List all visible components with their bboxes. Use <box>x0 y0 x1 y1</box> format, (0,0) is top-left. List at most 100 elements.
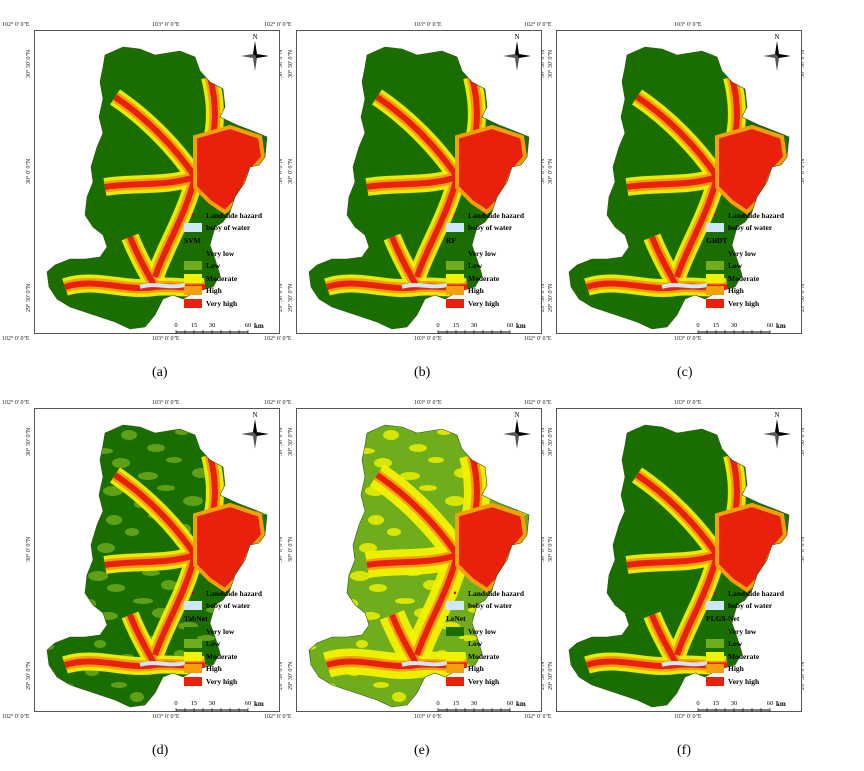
lon-label-bottom-right: 103° 0' 0"E <box>674 714 702 720</box>
scale-tick-label: 0 <box>174 322 177 329</box>
legend-class-high: High <box>446 286 484 296</box>
legend-label: High <box>728 286 744 295</box>
scale-tick-label: 30 <box>731 700 738 707</box>
lat-label-top-left: 30° 30' 0"N <box>288 427 294 456</box>
class-swatch <box>706 639 724 648</box>
legend-label: Very high <box>728 298 760 308</box>
scale-tick-label: 15 <box>713 322 720 329</box>
lon-label-bottom-left: 102° 0' 0"E <box>2 336 30 342</box>
class-swatch <box>446 273 464 283</box>
scale-unit: km <box>516 700 526 708</box>
legend-label: Very high <box>468 676 500 686</box>
class-swatch <box>446 639 464 648</box>
scale-bar: 0 15 30 60 km <box>174 320 264 340</box>
legend-label: boby of water <box>468 600 513 610</box>
panel-caption: (d) <box>152 743 169 758</box>
legend-class-moderate: Moderate <box>706 273 759 283</box>
lat-label-top-left: 30° 30' 0"N <box>548 427 554 456</box>
model-name: LeNet <box>446 614 466 623</box>
map-frame <box>296 408 542 712</box>
scale-tick-label: 30 <box>209 322 216 329</box>
water-swatch <box>446 222 464 232</box>
water-swatch <box>446 600 464 610</box>
legend-class-very-high: Very high <box>706 676 759 686</box>
model-name: GBDT <box>706 236 728 245</box>
class-swatch <box>184 626 202 636</box>
class-swatch <box>706 298 724 308</box>
susceptibility-map <box>46 46 268 330</box>
class-swatch <box>446 298 464 308</box>
model-name: TabNet <box>184 614 208 623</box>
legend-class-low: Low <box>446 261 482 271</box>
legend-label: High <box>728 664 744 673</box>
legend-label: Moderate <box>728 273 760 283</box>
legend-water: boby of water <box>184 222 250 232</box>
lon-label-bottom-left: 102° 0' 0"E <box>264 336 292 342</box>
legend-class-very-low: Very low <box>184 248 234 258</box>
legend-hazard: • Landslide hazard <box>184 588 262 598</box>
north-arrow-icon: N <box>760 32 794 72</box>
legend-label: Very high <box>206 298 238 308</box>
legend-water: boby of water <box>706 222 772 232</box>
legend-class-very-low: Very low <box>706 626 756 636</box>
legend-label: Low <box>206 639 221 648</box>
susceptibility-map <box>308 46 530 330</box>
map-panel-plgs-net: 102° 0' 0"E 103° 0' 0"E 102° 0' 0"E 103° 0'… <box>524 400 808 720</box>
scale-bar: 0 15 30 60 km <box>436 698 526 718</box>
class-swatch <box>706 286 724 295</box>
class-swatch <box>184 298 202 308</box>
lon-label-top-left: 102° 0' 0"E <box>264 22 292 28</box>
class-swatch <box>706 626 724 636</box>
legend-label: Landslide hazard <box>206 210 263 220</box>
lon-label-top-left: 102° 0' 0"E <box>2 400 30 406</box>
svg-text:N: N <box>774 411 779 419</box>
map-panel-lenet: 102° 0' 0"E 103° 0' 0"E 102° 0' 0"E 103° 0'… <box>264 400 548 720</box>
legend-class-high: High <box>184 286 222 296</box>
class-swatch <box>706 261 724 270</box>
legend-label: Very low <box>728 248 757 258</box>
legend-class-very-low: Very low <box>706 248 756 258</box>
class-swatch <box>706 651 724 661</box>
scale-tick-label: 15 <box>713 700 720 707</box>
map-panel-svm: 102° 0' 0"E 103° 0' 0"E 102° 0' 0"E 103° 0'… <box>2 22 286 342</box>
map-frame <box>556 30 802 334</box>
scale-tick-label: 0 <box>174 700 177 707</box>
north-arrow-icon: N <box>760 410 794 450</box>
legend-label: boby of water <box>728 600 773 610</box>
water-swatch <box>184 222 202 232</box>
north-arrow-icon: N <box>500 32 534 72</box>
lon-label-bottom-left: 102° 0' 0"E <box>524 336 552 342</box>
legend-label: Landslide hazard <box>468 210 525 220</box>
hazard-point-icon: • <box>191 209 195 220</box>
map-frame <box>296 30 542 334</box>
class-swatch <box>706 273 724 283</box>
legend-class-very-high: Very high <box>184 298 237 308</box>
scale-bar: 0 15 30 60 km <box>696 320 786 340</box>
lon-label-top-right: 103° 0' 0"E <box>152 22 180 28</box>
class-swatch <box>706 676 724 686</box>
class-swatch <box>184 273 202 283</box>
lat-label-mid-left: 30° 0' 0"N <box>26 158 32 184</box>
susceptibility-map <box>308 424 530 708</box>
lat-label-bottom-left: 29° 30' 0"N <box>288 661 294 690</box>
lon-label-top-right: 103° 0' 0"E <box>152 400 180 406</box>
scale-tick-label: 15 <box>191 322 198 329</box>
susceptibility-map <box>46 424 268 708</box>
water-swatch <box>706 600 724 610</box>
lat-label-mid-left: 30° 0' 0"N <box>288 158 294 184</box>
class-swatch <box>446 626 464 636</box>
lat-label-top-left: 30° 30' 0"N <box>26 49 32 78</box>
legend-class-high: High <box>706 664 744 674</box>
hazard-point-icon: • <box>453 587 457 598</box>
legend-class-low: Low <box>184 639 220 649</box>
map-frame <box>34 408 280 712</box>
lon-label-bottom-right: 103° 0' 0"E <box>414 336 442 342</box>
north-arrow-icon: N <box>238 32 272 72</box>
scale-unit: km <box>776 700 786 708</box>
class-swatch <box>184 261 202 270</box>
svg-text:N: N <box>252 411 257 419</box>
lat-label-bottom-left: 29° 30' 0"N <box>548 283 554 312</box>
panel-caption: (e) <box>414 743 430 758</box>
scale-unit: km <box>776 322 786 330</box>
scale-bar: 0 15 30 60 km <box>174 698 264 718</box>
